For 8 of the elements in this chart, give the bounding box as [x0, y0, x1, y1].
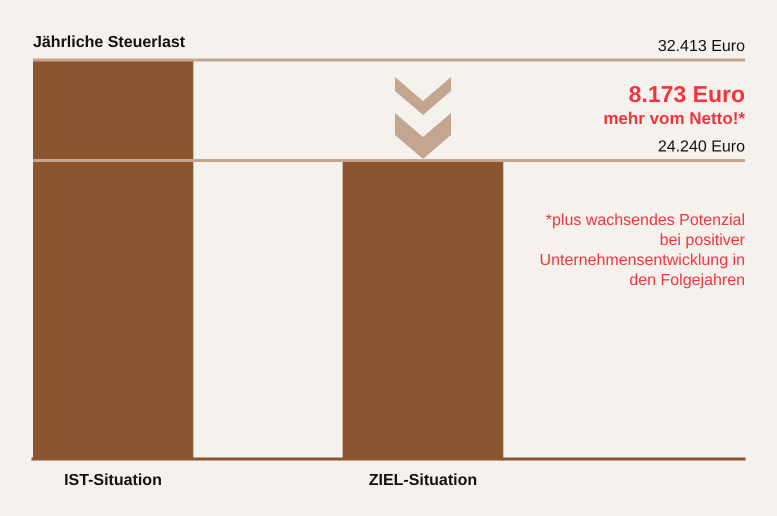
- annotation: *plus wachsendes Potenzial bei positiver Unternehmensentwicklung in den Folgejahren: [540, 212, 746, 289]
- annotation: 8.173 Euro: [628, 81, 745, 107]
- chart-title: Jährliche Steuerlast: [33, 34, 186, 51]
- annotation: mehr vom Netto!*: [603, 109, 746, 128]
- x-tick-label: ZIEL-Situation: [368, 472, 478, 489]
- ref-line-label: 24.240 Euro: [658, 138, 746, 156]
- ref-line-label: 32.413 Euro: [658, 38, 746, 55]
- x-tick-label: IST-Situation: [64, 472, 162, 489]
